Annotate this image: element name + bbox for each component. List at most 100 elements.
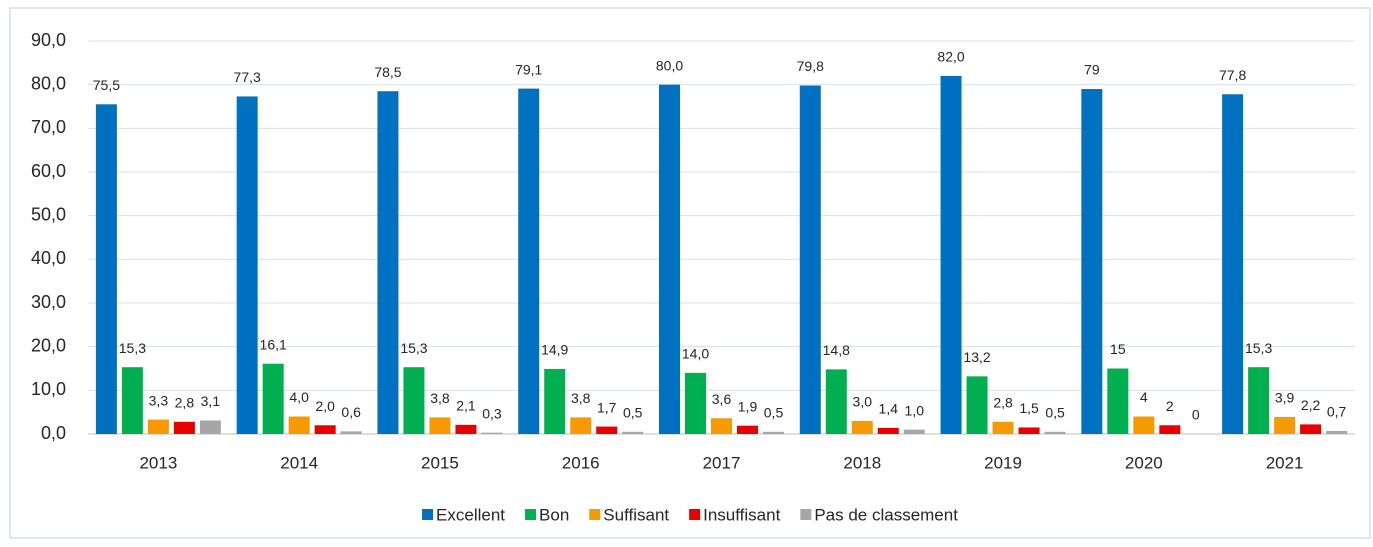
data-label: 78,5 bbox=[374, 64, 401, 80]
data-label: 15 bbox=[1110, 341, 1126, 357]
bar bbox=[825, 369, 847, 434]
data-label: 3,1 bbox=[201, 393, 221, 409]
bar bbox=[763, 431, 784, 434]
bar bbox=[95, 104, 117, 435]
bar bbox=[288, 416, 310, 434]
legend-swatch bbox=[689, 509, 701, 520]
bar bbox=[455, 424, 477, 434]
bar bbox=[685, 372, 706, 434]
bar bbox=[1222, 94, 1244, 435]
bar bbox=[570, 417, 592, 434]
bar bbox=[377, 91, 399, 434]
bar bbox=[1018, 427, 1040, 434]
y-tick-label: 30,0 bbox=[31, 292, 66, 312]
bar bbox=[518, 88, 540, 434]
legend-label: Excellent bbox=[436, 505, 505, 524]
data-label: 2,8 bbox=[993, 394, 1013, 410]
y-tick-label: 50,0 bbox=[31, 204, 66, 224]
x-tick-label: 2018 bbox=[843, 453, 881, 472]
bar bbox=[429, 417, 451, 434]
bar bbox=[1326, 430, 1348, 434]
x-tick-label: 2017 bbox=[703, 453, 741, 472]
legend-swatch bbox=[589, 509, 601, 520]
bar bbox=[121, 367, 143, 434]
legend-swatch bbox=[525, 509, 537, 520]
bar bbox=[1044, 431, 1066, 434]
bar bbox=[966, 376, 988, 434]
y-tick-label: 90,0 bbox=[31, 30, 66, 50]
data-label: 1,0 bbox=[905, 402, 925, 418]
data-label: 3,8 bbox=[571, 390, 591, 406]
data-label: 79 bbox=[1084, 62, 1100, 78]
chart-border bbox=[9, 7, 1371, 539]
data-label: 13,2 bbox=[963, 349, 990, 365]
bar bbox=[1300, 424, 1322, 434]
data-label: 1,4 bbox=[879, 401, 899, 417]
data-label: 77,8 bbox=[1219, 67, 1246, 83]
data-label: 75,5 bbox=[93, 77, 120, 93]
x-tick-label: 2016 bbox=[562, 453, 600, 472]
bar bbox=[340, 431, 362, 434]
x-tick-label: 2021 bbox=[1266, 453, 1304, 472]
y-tick-label: 20,0 bbox=[31, 335, 66, 355]
data-label: 79,8 bbox=[797, 58, 824, 74]
bar bbox=[1133, 416, 1155, 434]
legend-label: Suffisant bbox=[603, 505, 669, 524]
bar bbox=[403, 367, 425, 434]
x-tick-label: 2013 bbox=[139, 453, 177, 472]
x-tick-label: 2015 bbox=[421, 453, 459, 472]
bar bbox=[992, 421, 1014, 434]
y-tick-label: 0,0 bbox=[41, 423, 66, 443]
data-label: 1,7 bbox=[597, 399, 617, 415]
data-label: 2,0 bbox=[315, 398, 335, 414]
data-label: 14,8 bbox=[823, 342, 850, 358]
data-label: 3,9 bbox=[1275, 390, 1295, 406]
bar bbox=[596, 426, 618, 434]
data-label: 0,5 bbox=[764, 405, 784, 421]
data-label: 0,7 bbox=[1327, 404, 1347, 420]
data-label: 2,2 bbox=[1301, 397, 1321, 413]
bar bbox=[659, 84, 680, 435]
bar bbox=[940, 75, 962, 434]
bar bbox=[1274, 416, 1296, 434]
data-label: 15,3 bbox=[400, 340, 427, 356]
bar bbox=[851, 420, 873, 434]
bar bbox=[481, 432, 503, 434]
data-label: 0,6 bbox=[341, 404, 361, 420]
data-label: 3,6 bbox=[712, 391, 732, 407]
x-tick-label: 2020 bbox=[1125, 453, 1163, 472]
x-tick-label: 2019 bbox=[984, 453, 1022, 472]
data-label: 0 bbox=[1192, 407, 1200, 423]
bar bbox=[877, 427, 899, 434]
data-label: 2 bbox=[1166, 398, 1174, 414]
bar bbox=[903, 429, 925, 434]
bar bbox=[1081, 89, 1103, 435]
data-label: 14,0 bbox=[682, 346, 709, 362]
data-label: 2,1 bbox=[456, 398, 476, 414]
bar bbox=[173, 421, 195, 434]
bar bbox=[1107, 368, 1129, 434]
bar bbox=[799, 85, 821, 434]
legend-label: Pas de classement bbox=[814, 505, 958, 524]
data-label: 14,9 bbox=[541, 342, 568, 358]
data-label: 15,3 bbox=[119, 340, 146, 356]
y-tick-label: 40,0 bbox=[31, 248, 66, 268]
bar bbox=[147, 419, 169, 434]
data-label: 80,0 bbox=[656, 57, 683, 73]
data-label: 16,1 bbox=[260, 336, 287, 352]
legend-label: Bon bbox=[539, 505, 569, 524]
data-label: 0,5 bbox=[623, 405, 643, 421]
data-label: 1,5 bbox=[1019, 400, 1039, 416]
data-label: 4 bbox=[1140, 389, 1148, 405]
data-label: 2,8 bbox=[175, 394, 195, 410]
data-label: 0,5 bbox=[1045, 405, 1065, 421]
data-label: 82,0 bbox=[937, 49, 964, 65]
bar bbox=[1159, 425, 1181, 434]
bar bbox=[544, 368, 566, 434]
legend-swatch bbox=[800, 509, 812, 520]
bar bbox=[262, 363, 284, 434]
data-label: 4,0 bbox=[289, 389, 309, 405]
y-tick-label: 70,0 bbox=[31, 117, 66, 137]
bar bbox=[1248, 367, 1270, 434]
legend-swatch bbox=[422, 509, 434, 520]
